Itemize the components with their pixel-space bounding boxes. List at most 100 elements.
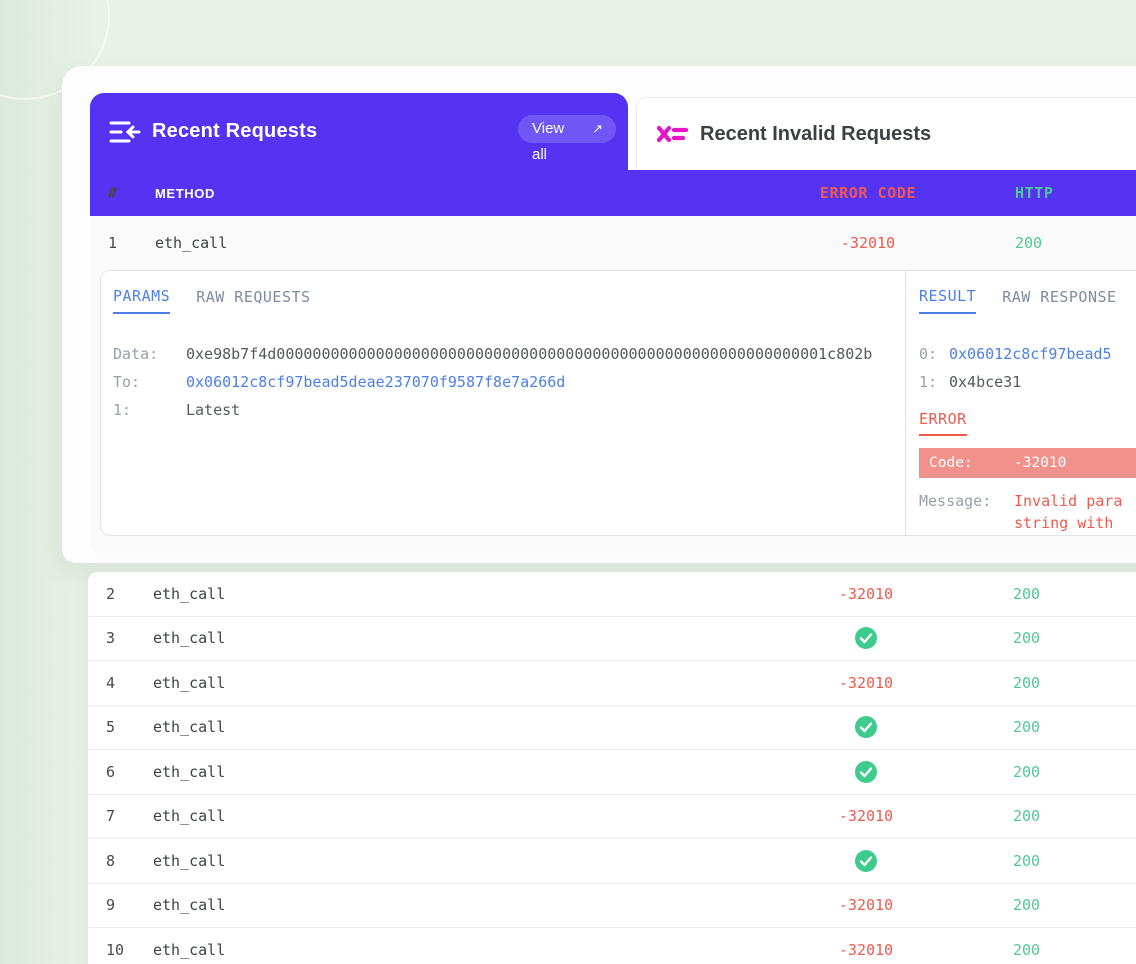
column-header-http: HTTP: [1015, 184, 1054, 202]
tab-raw-requests[interactable]: RAW REQUESTS: [196, 287, 310, 314]
column-header-error: ERROR CODE: [819, 184, 917, 202]
row-method: eth_call: [153, 584, 226, 603]
requests-table-card: 2 eth_call -32010 200 3 eth_call 200 4 eth_call -…: [88, 572, 1136, 964]
error-message-value: Invalid para string with: [1014, 492, 1123, 532]
row-number: 8: [106, 851, 116, 870]
row-http-status: 200: [1013, 718, 1041, 737]
table-row[interactable]: 2 eth_call -32010 200: [88, 572, 1136, 617]
success-check-icon: [855, 716, 877, 739]
row-error-code: -32010: [838, 673, 894, 692]
row-method: eth_call: [153, 718, 226, 737]
table-row[interactable]: 8 eth_call 200: [88, 839, 1136, 884]
row-method: eth_call: [153, 896, 226, 915]
requests-table-body: 2 eth_call -32010 200 3 eth_call 200 4 eth_call -…: [88, 572, 1136, 964]
row-error-code: -32010: [838, 940, 894, 959]
success-check-icon: [855, 760, 877, 783]
table-row[interactable]: 9 eth_call -32010 200: [88, 884, 1136, 928]
widget-title: Recent Requests: [152, 120, 318, 142]
recent-requests-card: Recent Requests View ↗ all: [62, 66, 1136, 563]
arrow-up-right-icon: ↗: [592, 120, 603, 136]
param-field-data: Data: 0xe98b7f4d000000000000000000000000…: [113, 340, 905, 368]
row-http-status: 200: [1013, 584, 1041, 603]
collapse-arrow-left-icon: [108, 119, 142, 145]
column-header-num: #: [108, 184, 118, 202]
table-row[interactable]: 7 eth_call -32010 200: [88, 795, 1136, 839]
row-error-code: [790, 760, 942, 783]
table-row[interactable]: 4 eth_call -32010 200: [88, 661, 1136, 706]
request-detail-card: PARAMS RAW REQUESTS Data: 0xe98b7f4d0000…: [100, 270, 1136, 536]
field-label: 0:: [919, 345, 938, 363]
field-label: 1:: [113, 401, 132, 419]
address-link[interactable]: 0x06012c8cf97bead5deae237070f9587f8e7a26…: [186, 373, 566, 391]
view-all-button[interactable]: View ↗ all: [518, 115, 616, 163]
tab-recent-invalid-requests[interactable]: Recent Invalid Requests: [636, 97, 1136, 170]
view-all-label-line1: View: [532, 120, 565, 137]
param-field-to: To: 0x06012c8cf97bead5deae237070f9587f8e…: [113, 368, 905, 396]
row-number: 9: [106, 896, 116, 915]
table-row[interactable]: 6 eth_call 200: [88, 750, 1136, 795]
row-number: 1: [108, 234, 118, 252]
row-error-code: -32010: [838, 584, 894, 603]
row-method: eth_call: [153, 940, 226, 959]
row-number: 3: [106, 629, 116, 648]
error-code-value: -32010: [1014, 455, 1067, 471]
result-field-0: 0: 0x06012c8cf97bead5: [919, 340, 1136, 368]
address-link[interactable]: 0x06012c8cf97bead5: [949, 345, 1112, 363]
table-row[interactable]: 1 eth_call -32010 200: [90, 216, 1136, 270]
column-header-method: METHOD: [155, 185, 215, 201]
row-method: eth_call: [153, 762, 226, 781]
row-method: eth_call: [153, 629, 226, 648]
tab-result[interactable]: RESULT: [919, 287, 977, 314]
row-error-code: [790, 627, 942, 650]
widget-title: Recent Invalid Requests: [700, 122, 932, 145]
row-error-code: -32010: [838, 807, 894, 826]
row-number: 5: [106, 718, 116, 737]
error-message-row: Message: Invalid para string with: [919, 490, 1136, 534]
row-error-code: -32010: [838, 896, 894, 915]
row-method: eth_call: [153, 807, 226, 826]
field-value: 0x4bce31: [949, 373, 1022, 391]
success-check-icon: [855, 627, 877, 650]
result-field-1: 1: 0x4bce31: [919, 368, 1136, 396]
tab-params[interactable]: PARAMS: [113, 287, 171, 314]
error-code-bar: Code: -32010: [919, 448, 1136, 478]
row-number: 7: [106, 807, 116, 826]
error-message-label: Message:: [919, 492, 992, 510]
row-http-status: 200: [1013, 673, 1041, 692]
field-label: Data:: [113, 345, 159, 363]
table-column-header: # METHOD ERROR CODE HTTP: [90, 170, 1136, 216]
row-number: 4: [106, 673, 116, 692]
row-error-code: [790, 716, 942, 739]
row-error-code: [790, 849, 942, 872]
field-label: 1:: [919, 373, 938, 391]
invalid-cross-list-icon: [656, 122, 688, 146]
response-tabs: RESULT RAW RESPONSE: [919, 287, 1136, 314]
table-row[interactable]: 3 eth_call 200: [88, 617, 1136, 661]
row-number: 2: [106, 584, 116, 603]
response-pane: RESULT RAW RESPONSE 0: 0x06012c8cf97bead…: [906, 271, 1136, 535]
row-http-status: 200: [1013, 629, 1041, 648]
request-tabs: PARAMS RAW REQUESTS: [113, 287, 905, 314]
row-error-code: -32010: [840, 234, 896, 252]
tab-raw-response[interactable]: RAW RESPONSE: [1002, 287, 1116, 314]
row-http-status: 200: [1013, 896, 1041, 915]
field-value: Latest: [186, 401, 241, 419]
row-http-status: 200: [1013, 762, 1041, 781]
success-check-icon: [855, 849, 877, 872]
table-row[interactable]: 5 eth_call 200: [88, 706, 1136, 750]
row-method: eth_call: [153, 851, 226, 870]
row-number: 10: [106, 940, 125, 959]
error-section-heading: ERROR: [919, 410, 967, 436]
request-pane: PARAMS RAW REQUESTS Data: 0xe98b7f4d0000…: [101, 271, 906, 535]
error-code-label: Code:: [929, 455, 973, 471]
view-all-pill: View ↗: [518, 115, 616, 143]
expanded-row-container: 1 eth_call -32010 200 PARAMS RAW REQUEST…: [90, 216, 1136, 554]
field-label: To:: [113, 373, 141, 391]
row-method: eth_call: [155, 234, 228, 252]
param-field-block: 1: Latest: [113, 396, 905, 424]
tab-recent-requests[interactable]: Recent Requests View ↗ all: [90, 93, 628, 170]
table-row[interactable]: 10 eth_call -32010 200: [88, 928, 1136, 964]
view-all-label-line2: all: [532, 146, 548, 163]
row-http-status: 200: [1013, 940, 1041, 959]
row-http-status: 200: [1015, 234, 1043, 252]
